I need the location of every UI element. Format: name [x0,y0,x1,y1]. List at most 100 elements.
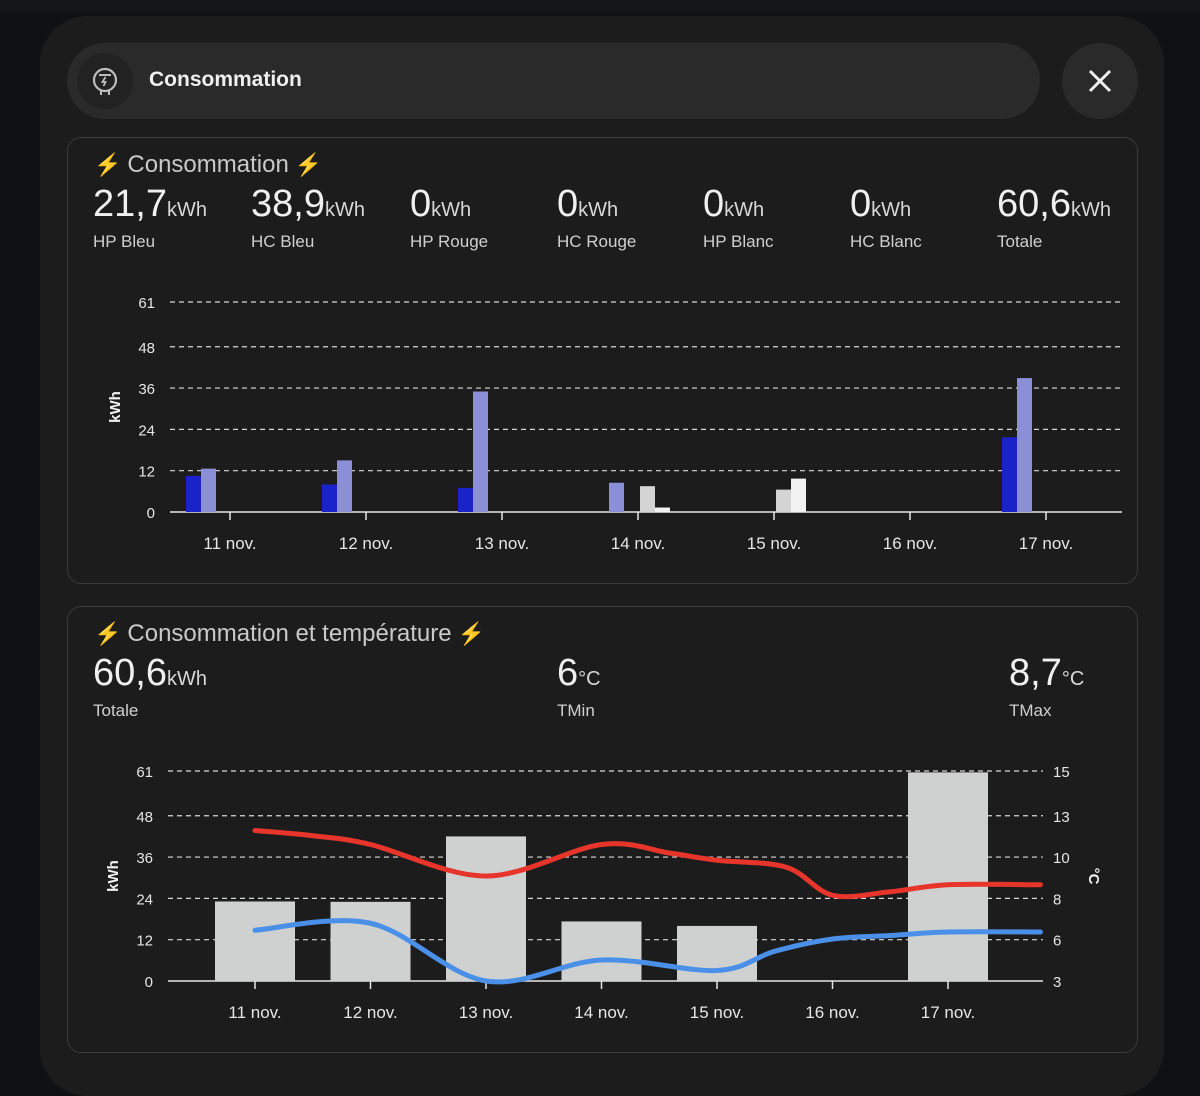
stat-unit: kWh [871,199,912,221]
bar-totale [561,921,642,981]
y-tick-label: 12 [136,933,153,950]
stat-label: TMax [1009,701,1052,720]
stat-label: HP Bleu [93,232,156,251]
bar-hp-blanc [640,486,655,512]
x-tick-label: 14 nov. [611,534,666,553]
bar-hp-bleu [322,484,337,512]
card-title-text: Consommation et température [127,620,452,647]
stat-hp-blanc: 0kWh HP Blanc [703,184,774,252]
stat-value: 0kWh [703,184,774,224]
stat-tmax: 8,7°C TMax [1009,653,1084,721]
x-tick-label: 15 nov. [690,1003,745,1022]
stat-label: HP Blanc [703,232,774,251]
y2-tick-label: 6 [1053,933,1061,950]
x-tick-label: 14 nov. [574,1003,629,1022]
bar-hc-bleu [609,482,624,512]
bar-hc-blanc [655,507,670,512]
stat-hc-rouge: 0kWh HC Rouge [557,184,636,252]
stat-number: 60,6 [93,652,167,694]
stat-number: 38,9 [251,183,325,225]
dialog-header: Consommation [67,43,1040,119]
stat-value: 38,9kWh [251,184,365,224]
bar-totale [908,772,988,981]
stat-unit: kWh [431,199,472,221]
bar-hc-blanc [791,478,806,512]
x-tick-label: 16 nov. [805,1003,860,1022]
stat-value: 0kWh [410,184,488,224]
bolt-icon: ⚡ [457,621,485,646]
stat-hp-bleu: 21,7kWh HP Bleu [93,184,207,252]
bar-totale [215,901,295,981]
x-tick-label: 11 nov. [228,1003,281,1022]
y2-tick-label: 3 [1053,974,1061,991]
bar-totale [446,836,526,981]
top-edge-strip [0,0,1200,12]
stat-unit: kWh [166,668,207,690]
stat-label: HC Bleu [251,232,315,251]
stat-hc-bleu: 38,9kWh HC Bleu [251,184,365,252]
close-button[interactable] [1062,43,1138,119]
x-tick-label: 12 nov. [339,534,394,553]
consumption-bar-chart: 0 12 24 36 48 61 kWh 11 nov. 12 nov. 13 nov. 14 no… [107,295,1122,553]
x-tick-label: 13 nov. [459,1003,514,1022]
dialog-title: Consommation [149,68,302,91]
bolt-icon: ⚡ [94,152,122,177]
y2-axis-label: °C [1085,868,1102,885]
y2-tick-label: 8 [1053,891,1061,908]
bar-totale [330,901,411,981]
stat-value: 21,7kWh [93,184,207,224]
y-axis-label: kWh [105,860,122,892]
stat-unit: kWh [166,199,207,221]
stat-label: HC Rouge [557,232,637,251]
stat-label: Totale [93,701,139,720]
bar-hc-bleu [337,460,352,512]
x-tick-label: 15 nov. [747,534,802,553]
y-tick-label: 61 [136,764,153,781]
stat-label: TMin [557,701,595,720]
stat-value: 0kWh [850,184,922,224]
y-tick-label: 48 [138,340,155,357]
stat-number: 0 [557,183,579,225]
x-tick-label: 16 nov. [883,534,938,553]
bar-hp-bleu [458,487,473,512]
y-tick-label: 36 [136,850,153,867]
y-tick-label: 0 [147,505,155,522]
card-title: ⚡ Consommation et température ⚡ [94,620,485,648]
bar-hp-bleu [186,475,201,512]
x-tick-label: 17 nov. [921,1003,976,1022]
x-tick-label: 17 nov. [1019,534,1074,553]
stat-number: 6 [557,652,579,694]
y-tick-label: 24 [138,422,155,439]
stat-number: 0 [703,183,725,225]
x-tick-label: 13 nov. [475,534,530,553]
bar-hc-bleu [201,468,216,512]
stat-tmin: 6°C TMin [557,653,601,721]
stat-hc-blanc: 0kWh HC Blanc [850,184,922,252]
y-axis-label: kWh [107,391,124,423]
stat-number: 8,7 [1009,652,1062,694]
y2-tick-label: 13 [1053,809,1070,826]
stat-unit: kWh [578,199,619,221]
stat-totale: 60,6kWh Totale [93,653,207,721]
stat-unit: °C [578,668,601,690]
stat-number: 21,7 [93,183,167,225]
stat-value: 6°C [557,653,601,693]
card-title-text: Consommation [127,151,289,178]
consumption-card: ⚡ Consommation ⚡ 21,7kWh HP Bleu 38,9kWh HC… [67,137,1138,584]
y-tick-label: 48 [136,809,153,826]
x-tick-label: 12 nov. [343,1003,398,1022]
stat-label: Totale [997,232,1043,251]
y-tick-label: 12 [138,464,155,481]
y-tick-label: 0 [145,974,153,991]
consumption-temperature-card: ⚡ Consommation et température ⚡ 60,6kWh T… [67,606,1138,1053]
meter-icon [77,53,133,109]
line-tmax [252,828,1043,900]
stat-label: HP Rouge [410,232,489,251]
stat-number: 0 [410,183,432,225]
stat-value: 60,6kWh [997,184,1111,224]
x-tick-label: 11 nov. [203,534,256,553]
card-title: ⚡ Consommation ⚡ [94,151,322,179]
y2-tick-label: 15 [1053,764,1070,781]
consumption-temperature-chart: 0 3 12 6 24 8 36 10 48 13 61 15 kWh °C 11 nov. 12 nov. 1… [105,764,1102,1022]
stat-value: 60,6kWh [93,653,207,693]
